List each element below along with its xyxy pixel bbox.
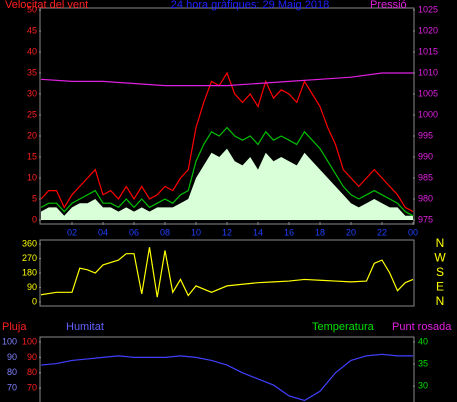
line [40, 71, 414, 213]
y3-tick-label: 70 [27, 383, 37, 393]
y-tick-label: 100 [2, 336, 17, 346]
x-tick-label: 04 [98, 227, 108, 237]
y2-tick-label: 30 [418, 380, 428, 390]
y-tick-label: 360 [22, 238, 37, 248]
y-tick-label: 25 [27, 109, 37, 119]
y-tick-label: 5 [32, 193, 37, 203]
legend-label: Pluja [2, 321, 27, 333]
y2-tick-label: 985 [418, 172, 433, 182]
compass-label: N [436, 236, 445, 250]
x-tick-label: 14 [253, 227, 263, 237]
y-tick-label: 50 [27, 4, 37, 14]
y2-tick-label: 1025 [418, 4, 438, 14]
x-tick-label: 12 [222, 227, 232, 237]
pressure-label: Pressió [370, 0, 407, 11]
y-tick-label: 70 [7, 383, 17, 393]
x-tick-label: 02 [67, 227, 77, 237]
x-tick-label: 22 [377, 227, 387, 237]
legend-label: Temperatura [312, 321, 375, 333]
y-tick-label: 270 [22, 253, 37, 263]
y-tick-label: 30 [27, 88, 37, 98]
x-tick-label: 06 [129, 227, 139, 237]
compass-label: N [436, 294, 445, 308]
x-tick-label: 16 [284, 227, 294, 237]
y2-tick-label: 1000 [418, 109, 438, 119]
y2-tick-label: 980 [418, 193, 433, 203]
y3-tick-label: 100 [22, 336, 37, 346]
y-tick-label: 0 [32, 214, 37, 224]
line [40, 247, 414, 298]
area [41, 148, 413, 220]
y2-tick-label: 995 [418, 130, 433, 140]
compass-label: S [436, 265, 444, 279]
y-tick-label: 15 [27, 151, 37, 161]
legend-label: Punt rosada [392, 321, 452, 333]
y-tick-label: 35 [27, 67, 37, 77]
legend-label: Humitat [66, 321, 104, 333]
y2-tick-label: 1005 [418, 88, 438, 98]
y-tick-label: 10 [27, 172, 37, 182]
line [40, 72, 413, 87]
y2-tick-label: 975 [418, 214, 433, 224]
x-tick-label: 18 [315, 227, 325, 237]
y-tick-label: 45 [27, 25, 37, 35]
wind-label: Velocitat del vent [5, 0, 88, 11]
y2-tick-label: 1010 [418, 67, 438, 77]
y-tick-label: 180 [22, 267, 37, 277]
x-tick-label: 08 [160, 227, 170, 237]
x-tick-label: 10 [191, 227, 201, 237]
y-tick-label: 0 [32, 296, 37, 306]
y2-tick-label: 1015 [418, 46, 438, 56]
y3-tick-label: 80 [27, 367, 37, 377]
y-tick-label: 90 [7, 352, 17, 362]
y-tick-label: 20 [27, 130, 37, 140]
line [40, 126, 414, 217]
y2-tick-label: 990 [418, 151, 433, 161]
y3-tick-label: 90 [27, 352, 37, 362]
y-tick-label: 80 [7, 367, 17, 377]
y-tick-label: 90 [27, 282, 37, 292]
compass-label: E [436, 280, 444, 294]
x-tick-label: 00 [408, 227, 418, 237]
x-tick-label: 20 [346, 227, 356, 237]
y2-tick-label: 35 [418, 358, 428, 368]
y-tick-label: 40 [27, 46, 37, 56]
climate-frame [39, 336, 415, 402]
chart-title: 24 hora gràfiques: 29 Maig 2018 [171, 0, 329, 11]
y2-tick-label: 1020 [418, 25, 438, 35]
y2-tick-label: 40 [418, 336, 428, 346]
line [40, 353, 413, 402]
compass-label: W [434, 251, 446, 265]
